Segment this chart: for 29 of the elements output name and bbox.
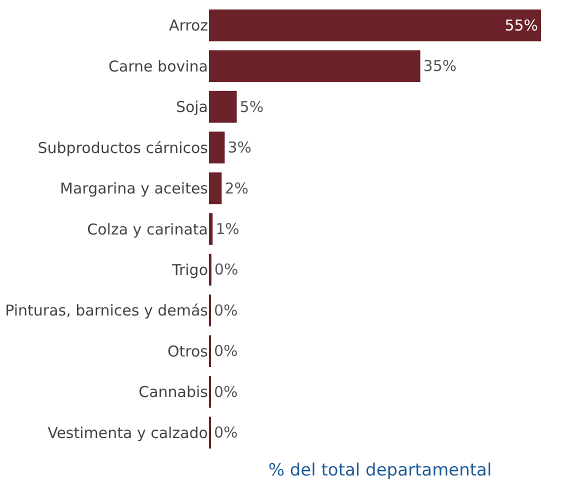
y-tick-label: Soja: [176, 98, 208, 116]
bar: [209, 132, 225, 164]
data-label: 0%: [214, 301, 238, 320]
bar: [209, 90, 237, 123]
y-tick-label: Margarina y aceites: [60, 180, 208, 198]
data-label: 1%: [216, 220, 240, 238]
y-tick-label: Subproductos cárnicos: [38, 138, 208, 157]
data-label: 35%: [423, 57, 457, 76]
x-axis-title: % del total departamental: [268, 460, 492, 480]
data-label: 5%: [240, 98, 264, 116]
y-tick-label: Colza y carinata: [87, 220, 208, 238]
y-tick-label: Vestimenta y calzado: [48, 424, 208, 442]
data-label: 0%: [214, 342, 238, 360]
y-tick-label: Otros: [167, 342, 208, 360]
y-tick-label: Pinturas, barnices y demás: [5, 302, 208, 320]
bar: [209, 9, 542, 42]
bar: [209, 213, 213, 245]
data-label: 0%: [214, 424, 238, 442]
y-tick-label: Trigo: [171, 260, 208, 279]
data-label: 0%: [214, 382, 238, 401]
y-tick-label: Cannabis: [138, 383, 208, 402]
data-label: 0%: [214, 260, 238, 279]
bar: [209, 50, 420, 82]
y-tick-label: Arroz: [168, 16, 208, 35]
data-label: 3%: [228, 138, 252, 157]
data-label: 2%: [224, 179, 248, 198]
data-label: 55%: [504, 16, 538, 34]
y-tick-label: Carne bovina: [108, 57, 208, 76]
bar: [209, 172, 222, 204]
